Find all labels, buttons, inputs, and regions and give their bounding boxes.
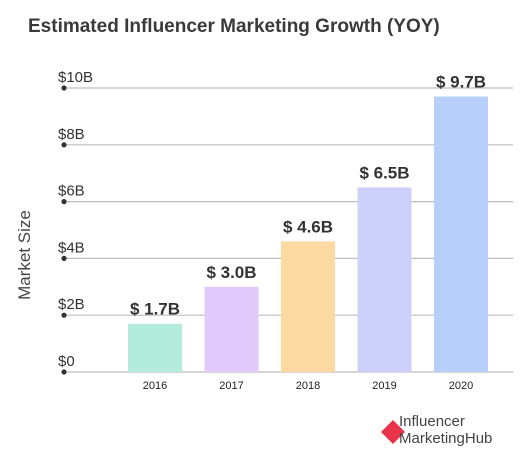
bar-value-label-2016: $ 1.7B bbox=[130, 300, 180, 319]
bar-value-label-2018: $ 4.6B bbox=[283, 217, 333, 236]
y-tick-label: $2B bbox=[58, 296, 85, 313]
bar-value-label-2019: $ 6.5B bbox=[359, 163, 409, 182]
bar-value-label-2020: $ 9.7B bbox=[436, 73, 486, 92]
y-tick-label: $0 bbox=[58, 353, 75, 370]
gridline-dot-6 bbox=[61, 199, 67, 205]
gridline-dot-8 bbox=[61, 142, 67, 148]
x-tick-label-2016: 2016 bbox=[143, 380, 167, 392]
y-tick-label: $6B bbox=[58, 183, 85, 200]
bar-layer: $ 1.7B $ 3.0B $ 4.6B $ 6.5B $ 9.7B bbox=[128, 73, 488, 373]
bar-2020 bbox=[434, 96, 488, 373]
y-tick-label: $4B bbox=[58, 239, 85, 256]
y-axis-label: Market Size bbox=[15, 210, 34, 300]
logo-line2: MarketingHub bbox=[399, 430, 492, 447]
gridline-dot-2 bbox=[61, 312, 67, 318]
bar-2018 bbox=[281, 241, 335, 372]
gridline-dot-4 bbox=[61, 255, 67, 261]
chart-title: Estimated Influencer Marketing Growth (Y… bbox=[28, 16, 440, 37]
y-tick-label: $10B bbox=[58, 69, 93, 86]
bar-value-label-2017: $ 3.0B bbox=[206, 263, 256, 282]
x-tick-label-2017: 2017 bbox=[219, 380, 243, 392]
x-tick-layer: 2016 2017 2018 2019 2020 bbox=[143, 380, 473, 392]
x-tick-label-2018: 2018 bbox=[296, 380, 320, 392]
brand-logo: Influencer MarketingHub bbox=[381, 413, 492, 447]
bar-2019 bbox=[357, 187, 412, 372]
gridline-dot-10 bbox=[61, 85, 67, 91]
logo-line1: Influencer bbox=[399, 413, 465, 430]
y-tick-label: $8B bbox=[58, 126, 85, 143]
x-tick-label-2019: 2019 bbox=[372, 380, 396, 392]
gridline-dot-0 bbox=[61, 369, 67, 375]
bar-2017 bbox=[204, 286, 259, 372]
bar-2016 bbox=[128, 323, 182, 372]
logo-mark-icon bbox=[381, 420, 405, 444]
x-tick-label-2020: 2020 bbox=[449, 380, 473, 392]
